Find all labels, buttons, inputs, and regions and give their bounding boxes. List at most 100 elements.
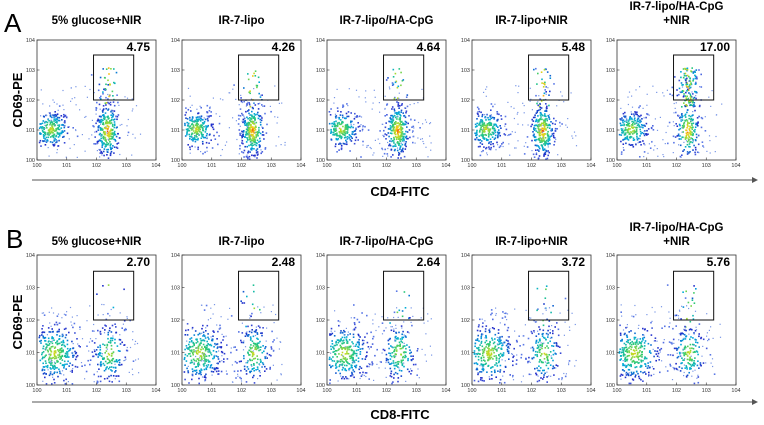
event-dot — [106, 154, 108, 156]
event-dot — [112, 95, 114, 97]
event-dot — [389, 144, 392, 147]
event-dot — [104, 133, 107, 136]
event-dot — [544, 137, 547, 139]
event-dot — [527, 124, 529, 126]
event-dot — [492, 366, 494, 368]
event-dot — [624, 136, 627, 139]
event-dot — [348, 88, 350, 90]
event-dot — [702, 145, 704, 147]
event-dot — [57, 350, 60, 353]
event-dot — [393, 145, 395, 147]
event-dot — [200, 132, 203, 135]
event-dot — [691, 67, 693, 69]
event-dot — [390, 129, 393, 132]
event-dot — [243, 357, 245, 360]
event-dot — [351, 137, 353, 139]
event-dot — [541, 118, 543, 121]
event-dot — [543, 119, 545, 121]
event-dot — [346, 351, 348, 353]
event-dot — [492, 342, 495, 345]
event-dot — [50, 341, 52, 343]
event-dot — [629, 133, 631, 135]
event-dot — [105, 102, 108, 104]
event-dot — [254, 118, 256, 121]
event-dot — [66, 339, 69, 342]
event-dot — [196, 358, 199, 360]
event-dot — [49, 141, 52, 143]
event-dot — [108, 138, 111, 140]
event-dot — [191, 132, 194, 135]
event-dot — [380, 361, 382, 363]
event-dot — [60, 347, 63, 349]
event-dot — [393, 362, 395, 364]
event-dot — [687, 122, 689, 125]
event-dot — [503, 133, 506, 135]
event-dot — [104, 89, 106, 91]
event-dot — [189, 362, 192, 364]
event-dot — [490, 313, 492, 316]
event-dot — [253, 290, 255, 293]
event-dot — [479, 129, 481, 132]
event-dot — [232, 117, 234, 119]
event-dot — [201, 352, 204, 354]
event-dot — [255, 133, 258, 136]
event-dot — [573, 131, 576, 133]
x-tick-label: 101 — [207, 388, 216, 394]
event-dot — [367, 144, 369, 147]
event-dot — [332, 346, 334, 348]
event-dot — [58, 105, 61, 107]
event-dot — [196, 122, 198, 124]
event-dot — [259, 140, 262, 142]
event-dot — [477, 334, 479, 337]
event-dot — [489, 114, 491, 117]
event-dot — [477, 373, 479, 376]
event-dot — [678, 115, 680, 117]
event-dot — [389, 352, 392, 355]
event-dot — [553, 137, 556, 139]
event-dot — [485, 346, 487, 348]
event-dot — [60, 132, 63, 135]
event-dot — [348, 348, 350, 351]
event-dot — [190, 133, 193, 136]
event-dot — [496, 113, 499, 115]
event-dot — [400, 157, 402, 159]
event-dot — [700, 126, 703, 129]
event-dot — [249, 114, 252, 116]
event-dot — [338, 324, 340, 327]
event-dot — [53, 114, 55, 117]
event-dot — [65, 353, 68, 355]
event-dot — [695, 95, 697, 97]
event-dot — [485, 147, 487, 150]
event-dot — [241, 151, 243, 153]
event-dot — [663, 156, 665, 158]
plot-title-line: 5% glucose+NIR — [52, 236, 142, 248]
event-dot — [485, 117, 487, 119]
event-dot — [371, 364, 373, 366]
event-dot — [694, 109, 696, 112]
event-dot — [89, 338, 92, 340]
event-dot — [198, 128, 201, 130]
event-dot — [190, 359, 193, 362]
event-dot — [478, 124, 480, 126]
event-dot — [104, 324, 106, 327]
event-dot — [546, 71, 549, 73]
event-dot — [376, 363, 378, 365]
event-dot — [401, 135, 403, 138]
event-dot — [383, 152, 386, 155]
event-dot — [686, 131, 689, 134]
event-dot — [89, 359, 92, 361]
event-dot — [99, 152, 102, 154]
event-dot — [196, 108, 198, 110]
event-dot — [484, 128, 487, 130]
event-dot — [216, 338, 218, 340]
event-dot — [116, 143, 118, 145]
event-dot — [74, 332, 76, 334]
event-dot — [208, 355, 210, 357]
event-dot — [113, 132, 115, 134]
event-dot — [336, 125, 339, 128]
event-dot — [194, 146, 196, 148]
event-dot — [253, 364, 255, 366]
event-dot — [376, 348, 378, 351]
event-dot — [93, 381, 95, 383]
